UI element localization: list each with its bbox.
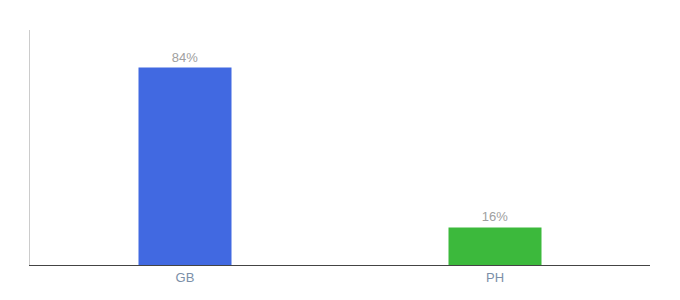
svg-text:PH: PH [486,270,504,285]
svg-text:84%: 84% [172,50,198,65]
svg-text:16%: 16% [482,209,508,224]
svg-text:GB: GB [176,270,195,285]
